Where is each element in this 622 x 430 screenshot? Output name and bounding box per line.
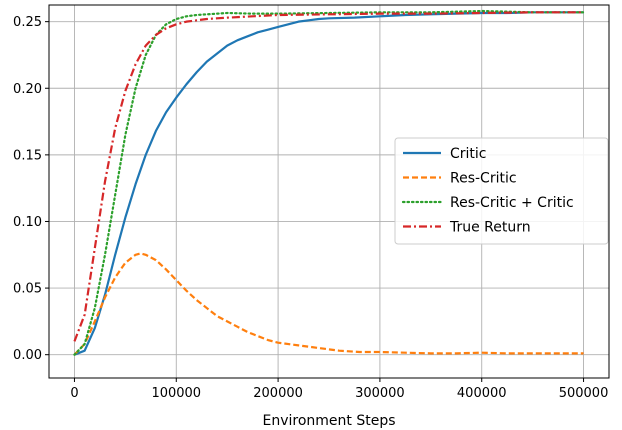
- y-tick-label: 0.10: [13, 215, 42, 230]
- x-tick-label: 0: [70, 386, 78, 401]
- plot-frame: [48, 4, 610, 379]
- legend: Critic Res-Critic Res-Critic + Critic True …: [394, 137, 609, 245]
- series-line-true-return: [73, 11, 584, 342]
- y-tick-label: 0.20: [13, 82, 42, 97]
- y-axis-ticks: 0.00 0.05 0.10 0.15 0.20 0.25: [13, 15, 49, 363]
- series-line-res-critic-critic: [73, 9, 585, 356]
- y-tick-label: 0.15: [13, 148, 42, 163]
- legend-box: [394, 137, 609, 245]
- x-axis-label: Environment Steps: [262, 413, 395, 429]
- y-tick-label: 0.05: [13, 282, 42, 297]
- x-tick-label: 500000: [559, 386, 609, 401]
- y-tick-label: 0.00: [13, 348, 42, 363]
- x-tick-label: 200000: [253, 386, 303, 401]
- legend-label: Critic: [450, 146, 487, 162]
- legend-label: Res-Critic: [450, 171, 517, 187]
- legend-label: Res-Critic + Critic: [450, 195, 574, 211]
- series-layer: [73, 9, 585, 356]
- x-tick-label: 400000: [457, 386, 507, 401]
- legend-label: True Return: [449, 220, 531, 236]
- series-line-res-critic: [73, 252, 584, 356]
- x-tick-label: 300000: [355, 386, 405, 401]
- x-axis-ticks: 0 100000 200000 300000 400000 500000: [70, 378, 608, 401]
- x-tick-label: 100000: [151, 386, 201, 401]
- y-tick-label: 0.25: [13, 15, 42, 30]
